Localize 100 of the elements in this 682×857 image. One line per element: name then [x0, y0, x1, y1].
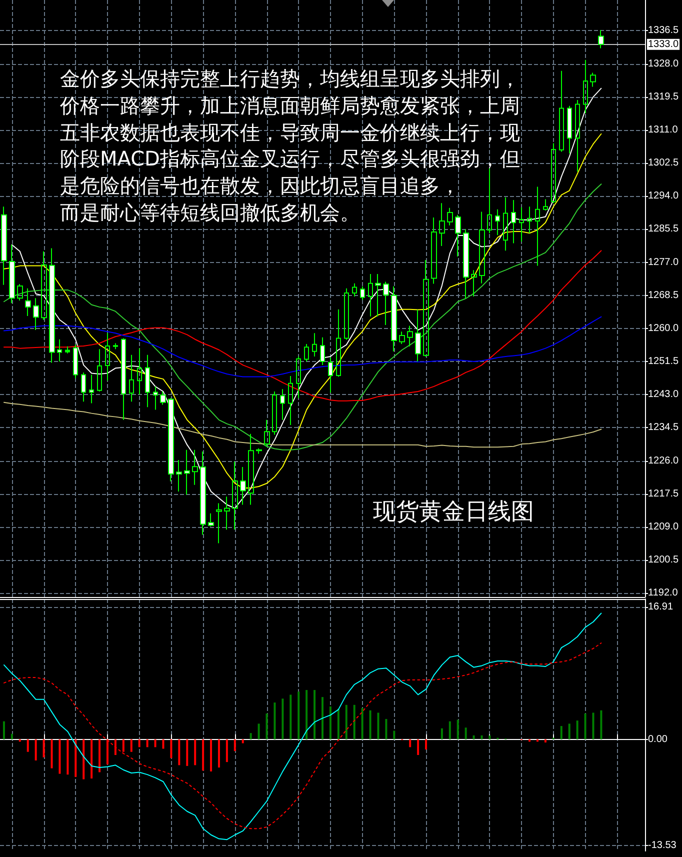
y-tick-label: 1268.5 — [648, 290, 680, 301]
annotation: 价格一路攀升，加上消息面朝鲜局势愈发紧张，上周 — [59, 94, 520, 118]
candlestick — [73, 344, 78, 379]
bar — [138, 739, 140, 748]
candlestick — [81, 372, 86, 402]
bar — [42, 739, 45, 758]
candlestick — [168, 398, 174, 482]
candlestick — [368, 273, 373, 317]
candlestick — [535, 186, 540, 266]
candlestick — [89, 374, 94, 404]
bar — [98, 739, 101, 772]
bar — [369, 710, 372, 740]
bar — [353, 704, 356, 740]
bar — [600, 710, 602, 740]
candlestick — [463, 228, 469, 299]
candlestick — [216, 502, 222, 544]
candlestick — [312, 332, 317, 357]
candlestick — [328, 356, 333, 394]
candlestick — [17, 284, 23, 301]
candlestick — [519, 206, 524, 242]
candlestick — [129, 354, 134, 402]
candlestick — [527, 206, 532, 234]
line-series — [3, 612, 602, 840]
candlestick — [288, 375, 293, 426]
candlestick — [487, 168, 492, 234]
candlestick — [153, 386, 158, 410]
candlestick — [192, 449, 198, 486]
candlestick — [344, 288, 349, 340]
candlestick — [391, 286, 397, 352]
y-tick-label: 16.91 — [648, 601, 674, 612]
bar — [576, 720, 578, 740]
candlestick — [256, 448, 262, 454]
bar — [234, 739, 236, 752]
bar — [114, 739, 116, 755]
annotation: 阶段MACD指标高位金叉运行，尽管多头很强劲，但 — [60, 146, 520, 170]
y-tick-label: 1302.5 — [648, 158, 680, 169]
y-tick-label: 1192.0 — [648, 588, 678, 599]
bar — [66, 739, 69, 775]
bar — [74, 739, 77, 777]
candlestick — [495, 208, 500, 236]
candlestick — [49, 248, 55, 364]
candlestick — [455, 214, 461, 257]
bar — [218, 739, 220, 768]
annotation: 是危险的信号也在散发，因此切忌盲目追多， — [60, 174, 460, 198]
y-tick-label: -13.53 — [648, 840, 677, 851]
bar — [58, 739, 61, 774]
candlestick — [352, 282, 357, 298]
bar — [210, 739, 212, 772]
y-tick-label: 1260.0 — [648, 322, 680, 334]
bar — [592, 712, 594, 740]
candlestick — [439, 202, 445, 246]
candlestick — [33, 298, 39, 331]
bar — [464, 728, 467, 740]
candlestick — [503, 196, 508, 252]
candlestick — [479, 211, 485, 284]
y-tick-label: 1226.0 — [648, 455, 680, 466]
bar — [385, 718, 388, 740]
bar — [170, 739, 172, 758]
bar — [250, 733, 252, 740]
candlestick — [137, 348, 142, 396]
candlestick — [248, 433, 254, 506]
annotation: 五非农数据也表现不佳，导致周一金价继续上行，现 — [60, 120, 520, 144]
bar — [10, 734, 13, 740]
bar — [50, 739, 53, 768]
candlestick — [296, 356, 301, 399]
bar — [298, 692, 300, 740]
bar — [226, 739, 228, 762]
y-tick-label: 1294.0 — [648, 190, 680, 202]
candlestick — [264, 419, 270, 447]
candlestick — [590, 72, 596, 88]
bar — [440, 728, 443, 740]
candlestick — [336, 308, 341, 378]
bar — [290, 694, 292, 740]
candlestick — [511, 200, 516, 244]
bar — [266, 713, 268, 740]
candlestick — [598, 29, 604, 49]
ref-line-label: 1333.0 — [648, 38, 680, 50]
candlestick — [304, 344, 309, 362]
candlestick — [57, 338, 62, 362]
candlestick — [383, 281, 389, 326]
bar — [258, 724, 260, 740]
candlestick — [113, 342, 118, 350]
candlestick — [399, 331, 405, 345]
y-tick-label: 1209.0 — [648, 521, 680, 532]
candlestick — [320, 336, 325, 366]
line-series — [3, 316, 602, 378]
bar — [106, 739, 108, 764]
y-tick-label: 1277.0 — [648, 256, 680, 268]
bar — [162, 739, 164, 749]
candlestick — [407, 325, 413, 347]
candlestick — [232, 461, 238, 530]
candlestick — [375, 273, 381, 317]
y-tick-label: 1234.5 — [648, 422, 680, 434]
y-tick-label: 1336.5 — [648, 25, 680, 36]
bar — [337, 708, 340, 740]
bar — [329, 706, 332, 740]
candlestick — [160, 391, 166, 406]
bar — [306, 690, 308, 740]
candlestick — [41, 250, 47, 320]
bar — [314, 690, 316, 740]
